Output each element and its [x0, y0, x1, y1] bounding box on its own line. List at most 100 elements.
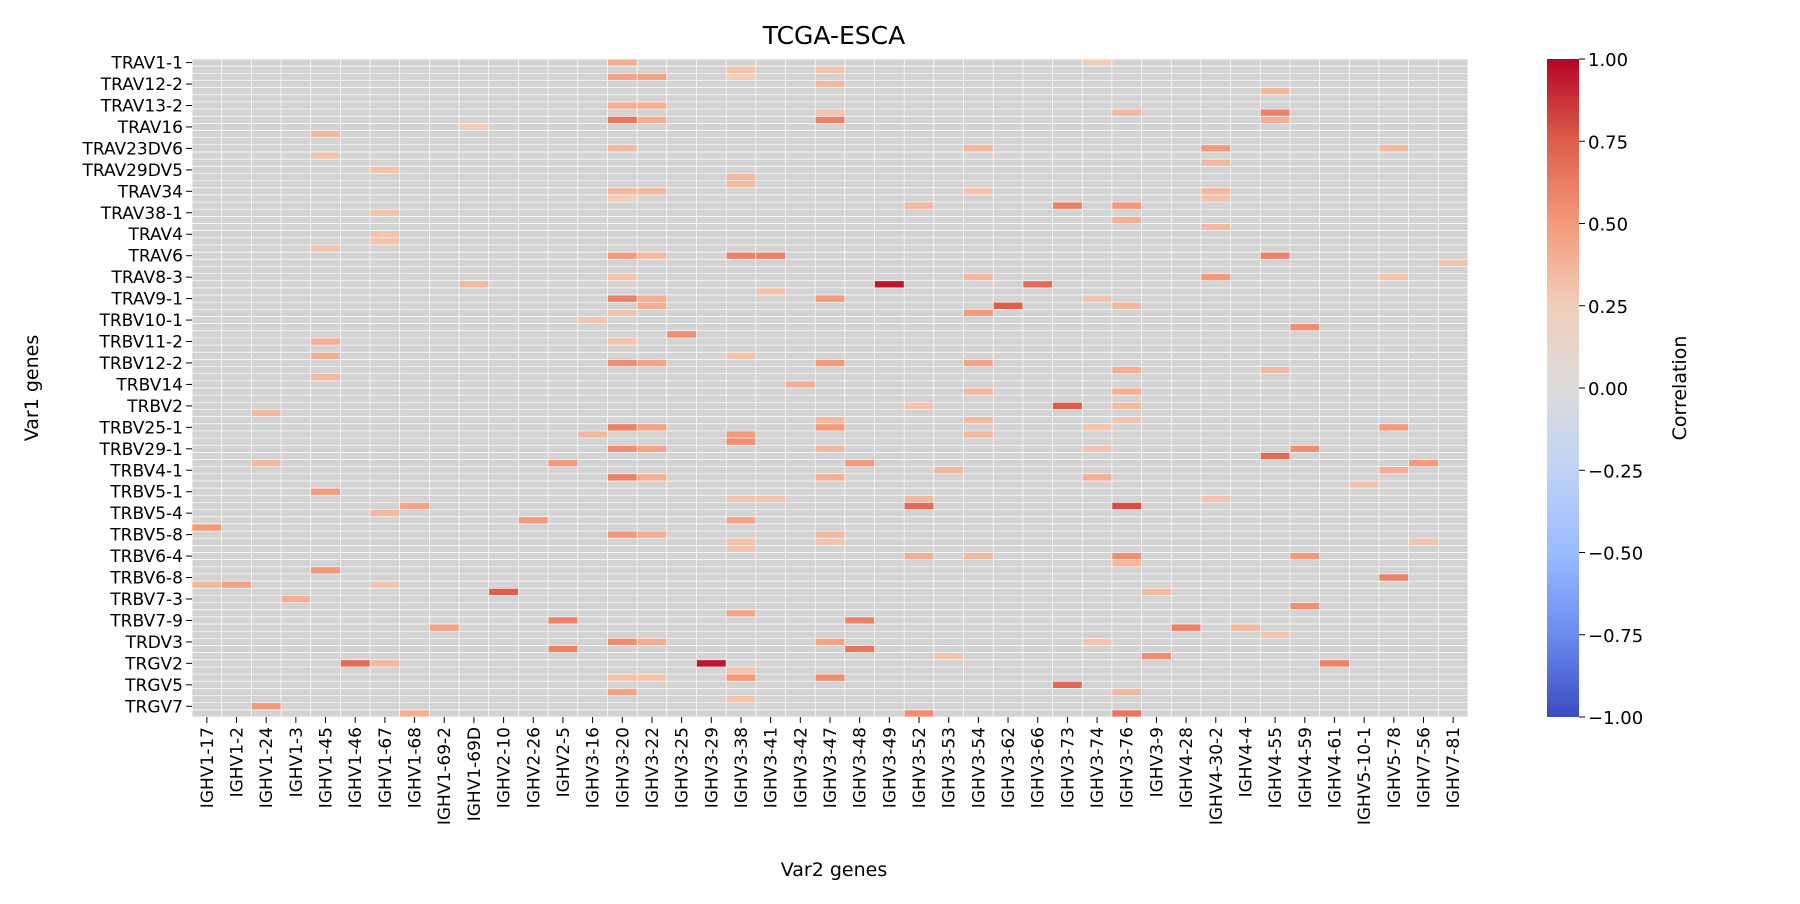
- heatmap-cell: [1200, 159, 1231, 167]
- heatmap-cell: [607, 445, 638, 453]
- y-tick-label: TRAV34: [117, 182, 183, 202]
- heatmap-cell: [607, 423, 638, 431]
- heatmap-cell: [904, 202, 934, 210]
- heatmap-cell: [815, 295, 845, 303]
- heatmap-cell: [815, 416, 845, 424]
- heatmap-cell: [1378, 273, 1409, 281]
- heatmap-cell: [726, 674, 756, 682]
- x-tick-label: IGHV3-66: [1029, 727, 1049, 808]
- heatmap-cell: [904, 495, 934, 503]
- heatmap-cell: [963, 416, 994, 424]
- y-tick-label: TRAV13-2: [100, 96, 183, 116]
- y-tick-label: TRBV4-1: [109, 461, 183, 481]
- heatmap-cell: [726, 516, 756, 524]
- heatmap-cell: [607, 359, 638, 367]
- heatmap-cell: [844, 645, 875, 653]
- colorbar-tick-label: 0.00: [1588, 379, 1628, 400]
- heatmap-cell: [1260, 366, 1290, 374]
- y-tick-label: TRBV29-1: [98, 440, 183, 460]
- heatmap-cell: [370, 581, 400, 589]
- colorbar-label: Correlation: [1669, 336, 1691, 441]
- x-tick-label: IGHV1-2: [228, 727, 248, 797]
- x-tick-label: IGHV4-4: [1236, 727, 1256, 797]
- heatmap-cell: [1260, 631, 1290, 639]
- y-tick-label: TRAV8-3: [111, 268, 183, 288]
- heatmap-cell: [310, 244, 341, 253]
- x-tick-label: IGHV3-42: [791, 727, 811, 808]
- heatmap-cell: [726, 430, 756, 439]
- y-tick-label: TRGV5: [124, 676, 183, 696]
- heatmap-cell: [607, 473, 638, 481]
- heatmap-cell: [844, 459, 875, 467]
- heatmap-cell: [459, 123, 489, 131]
- heatmap-cell: [607, 101, 638, 110]
- heatmap-cell: [963, 144, 994, 152]
- y-tick-label: TRBV25-1: [98, 418, 183, 438]
- heatmap-cell: [1082, 445, 1112, 453]
- heatmap-cell: [755, 252, 786, 260]
- colorbar-tick-label: 0.50: [1588, 215, 1628, 236]
- heatmap-cell: [815, 109, 845, 117]
- x-tick-label: IGHV3-74: [1088, 727, 1108, 808]
- heatmap-cell: [607, 144, 638, 152]
- heatmap-cell: [459, 280, 489, 288]
- y-tick-label: TRBV5-8: [109, 526, 183, 546]
- heatmap-cell: [785, 380, 816, 388]
- heatmap-cell: [251, 409, 282, 417]
- y-tick-label: TRBV7-9: [109, 611, 183, 631]
- heatmap-cell: [726, 695, 756, 703]
- x-tick-label: IGHV1-3: [287, 727, 307, 797]
- colorbar-ticks: 1.00 0.75 0.50 0.25 0.00 −0.25 −0.50 −0.75 −1.00: [1579, 50, 1643, 729]
- heatmap-cell: [607, 295, 638, 303]
- heatmap-cell: [933, 466, 964, 474]
- heatmap-cell: [607, 337, 638, 346]
- heatmap-cell: [607, 674, 638, 682]
- heatmap-cell: [815, 445, 845, 453]
- x-tick-label: IGHV3-52: [910, 727, 930, 808]
- heatmap-cell: [192, 523, 222, 532]
- y-tick-label: TRAV23DV6: [81, 139, 183, 159]
- heatmap-cell: [1141, 588, 1172, 596]
- heatmap-cell: [1289, 552, 1320, 560]
- heatmap-cell: [726, 180, 756, 188]
- x-tick-label: IGHV3-53: [940, 727, 960, 808]
- heatmap-cell: [1111, 302, 1142, 310]
- heatmap-cell: [755, 287, 786, 296]
- heatmap-cell: [726, 73, 756, 81]
- heatmap-cell: [399, 502, 430, 510]
- y-tick-label: TRAV9-1: [111, 290, 183, 310]
- heatmap-cell: [815, 538, 845, 546]
- heatmap-cell: [1260, 252, 1290, 260]
- heatmap-cell: [1082, 295, 1112, 303]
- heatmap-cell: [310, 488, 341, 496]
- x-tick-label: IGHV4-28: [1177, 727, 1197, 808]
- heatmap-cell: [399, 709, 430, 717]
- heatmap-cell: [1378, 573, 1409, 582]
- heatmap-cell: [1438, 259, 1468, 267]
- heatmap-cell: [1111, 109, 1142, 117]
- x-tick-label: IGHV3-47: [821, 727, 841, 808]
- heatmap-cell: [726, 545, 756, 553]
- heatmap-cell: [726, 173, 756, 181]
- heatmap-cell: [548, 616, 578, 625]
- heatmap-cell: [696, 659, 727, 667]
- heatmap-cell: [993, 302, 1023, 310]
- heatmap-cell: [1052, 681, 1083, 689]
- heatmap-cell: [637, 295, 667, 303]
- heatmap-cell: [815, 66, 845, 74]
- heatmap-cell: [904, 402, 934, 410]
- colorbar-tick-label: 0.25: [1588, 297, 1628, 318]
- heatmap-cell: [637, 473, 667, 481]
- heatmap-cell: [1111, 216, 1142, 224]
- heatmap-cell: [548, 645, 578, 653]
- y-tick-label: TRAV29DV5: [81, 161, 183, 181]
- heatmap-cell: [755, 495, 786, 503]
- heatmap-cell: [637, 423, 667, 431]
- y-tick-label: TRAV1-1: [111, 54, 183, 74]
- x-tick-label: IGHV3-25: [673, 727, 693, 808]
- heatmap-cell: [726, 438, 756, 446]
- heatmap-cell: [607, 187, 638, 195]
- x-tick-label: IGHV3-48: [851, 727, 871, 808]
- heatmap-cell: [1289, 323, 1320, 331]
